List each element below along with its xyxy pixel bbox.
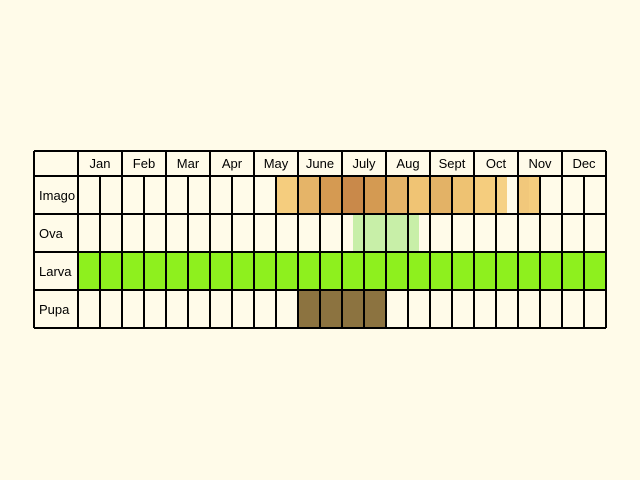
month-label-sept: Sept — [439, 156, 466, 171]
month-label-aug: Aug — [396, 156, 419, 171]
stage-bar-imago-3 — [342, 177, 364, 213]
stage-bar-imago-6 — [408, 177, 430, 213]
stage-bar-imago-11 — [518, 177, 529, 213]
stage-bar-imago-12 — [529, 177, 540, 213]
month-label-apr: Apr — [222, 156, 243, 171]
month-label-nov: Nov — [528, 156, 552, 171]
month-label-june: June — [306, 156, 334, 171]
month-label-oct: Oct — [486, 156, 507, 171]
stage-bar-imago-1 — [298, 177, 320, 213]
stage-label-larva: Larva — [39, 264, 72, 279]
stage-bar-imago-2 — [320, 177, 342, 213]
month-label-dec: Dec — [572, 156, 596, 171]
stage-bar-imago-5 — [386, 177, 408, 213]
stage-label-ova: Ova — [39, 226, 64, 241]
stage-label-imago: Imago — [39, 188, 75, 203]
month-label-feb: Feb — [133, 156, 155, 171]
stage-bar-imago-9 — [474, 177, 496, 213]
stage-bar-imago-10 — [496, 177, 507, 213]
month-label-mar: Mar — [177, 156, 200, 171]
stage-bar-imago-0 — [276, 177, 298, 213]
stage-label-pupa: Pupa — [39, 302, 70, 317]
stage-bar-imago-8 — [452, 177, 474, 213]
month-label-july: July — [352, 156, 376, 171]
month-label-may: May — [264, 156, 289, 171]
stage-bar-imago-4 — [364, 177, 386, 213]
stage-bar-imago-7 — [430, 177, 452, 213]
month-label-jan: Jan — [90, 156, 111, 171]
